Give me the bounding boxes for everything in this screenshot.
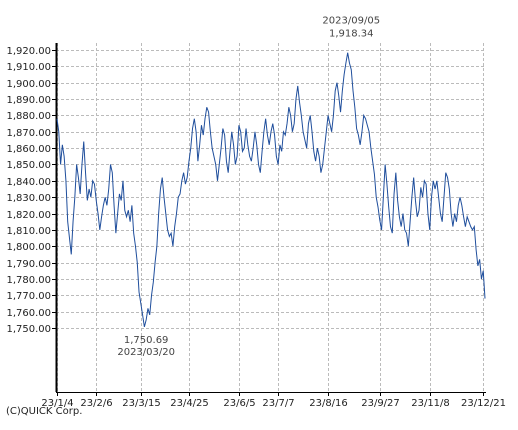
x-tick-label: 23/4/25 <box>170 398 209 409</box>
y-tick-label: 1,870.00 <box>6 128 51 139</box>
high-date-label: 2023/09/05 <box>322 16 380 27</box>
y-tick-label: 1,750.00 <box>6 324 51 335</box>
y-tick-label: 1,820.00 <box>6 210 51 221</box>
x-tick-label: 23/7/7 <box>262 398 294 409</box>
y-tick-label: 1,920.00 <box>6 46 51 57</box>
x-tick-label: 23/11/8 <box>411 398 450 409</box>
x-tick-labels: 23/1/4 23/2/6 23/3/15 23/4/25 23/6/5 23/7/7 23… <box>41 398 506 409</box>
y-tick-label: 1,850.00 <box>6 160 51 171</box>
y-tick-label: 1,790.00 <box>6 259 51 270</box>
x-tick-label: 23/8/16 <box>309 398 348 409</box>
y-tick-label: 1,900.00 <box>6 79 51 90</box>
y-tick-label: 1,810.00 <box>6 226 51 237</box>
copyright-text: (C)QUICK Corp. <box>6 406 83 417</box>
y-tick-label: 1,830.00 <box>6 193 51 204</box>
y-tick-label: 1,860.00 <box>6 144 51 155</box>
x-tick-label: 23/9/27 <box>361 398 400 409</box>
high-value-label: 1,918.34 <box>329 29 374 40</box>
y-tick-label: 1,760.00 <box>6 308 51 319</box>
y-tick-label: 1,780.00 <box>6 275 51 286</box>
y-tick-label: 1,840.00 <box>6 177 51 188</box>
y-tick-label: 1,770.00 <box>6 291 51 302</box>
y-tick-label: 1,800.00 <box>6 242 51 253</box>
low-date-label: 2023/03/20 <box>117 347 175 358</box>
axes <box>52 43 486 396</box>
gridlines <box>56 43 486 392</box>
x-tick-label: 23/12/21 <box>461 398 506 409</box>
x-tick-label: 23/1/4 <box>41 398 73 409</box>
y-tick-label: 1,880.00 <box>6 111 51 122</box>
y-tick-label: 1,890.00 <box>6 95 51 106</box>
x-tick-label: 23/6/5 <box>223 398 255 409</box>
x-tick-label: 23/2/6 <box>80 398 112 409</box>
y-tick-labels: 1,750.00 1,760.00 1,770.00 1,780.00 1,790.00… <box>6 46 51 335</box>
x-tick-label: 23/3/15 <box>122 398 161 409</box>
series-line <box>56 52 486 327</box>
low-value-label: 1,750.69 <box>124 335 169 346</box>
y-tick-label: 1,910.00 <box>6 62 51 73</box>
